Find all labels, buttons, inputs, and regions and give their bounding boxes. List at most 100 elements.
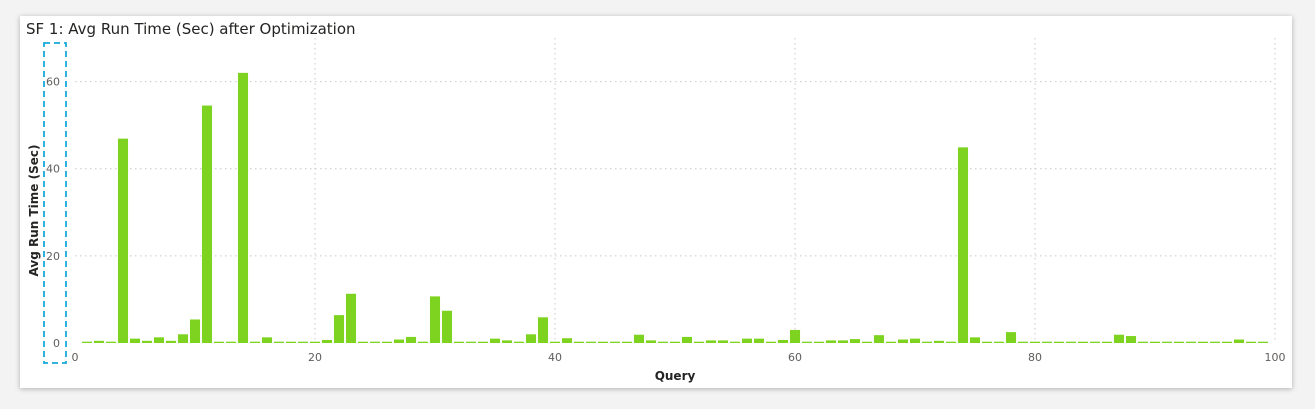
bar-query-70[interactable] [909, 338, 921, 343]
bar-query-83[interactable] [1065, 341, 1077, 343]
bar-query-1[interactable] [81, 341, 93, 343]
bar-query-51[interactable] [681, 336, 693, 343]
bar-query-48[interactable] [645, 340, 657, 343]
bar-query-99[interactable] [1257, 341, 1269, 343]
bar-query-69[interactable] [897, 339, 909, 343]
bar-query-52[interactable] [693, 341, 705, 343]
bar-query-89[interactable] [1137, 341, 1149, 343]
bar-query-74[interactable] [957, 147, 969, 343]
bar-query-72[interactable] [933, 340, 945, 343]
x-axis-ticks: 0 20 40 60 80 100 [72, 351, 1286, 364]
bar-query-65[interactable] [849, 339, 861, 343]
bar-query-56[interactable] [741, 338, 753, 343]
bar-query-68[interactable] [885, 341, 897, 343]
bar-query-84[interactable] [1077, 341, 1089, 343]
bar-query-75[interactable] [969, 337, 981, 343]
bar-query-94[interactable] [1197, 341, 1209, 343]
bar-query-63[interactable] [825, 340, 837, 343]
bar-query-50[interactable] [669, 341, 681, 343]
bar-query-45[interactable] [609, 341, 621, 343]
bar-query-41[interactable] [561, 338, 573, 343]
bar-query-23[interactable] [345, 293, 357, 343]
bar-query-6[interactable] [141, 340, 153, 343]
bar-query-78[interactable] [1005, 332, 1017, 343]
bar-query-42[interactable] [573, 341, 585, 343]
bar-query-80[interactable] [1029, 341, 1041, 343]
bar-query-55[interactable] [729, 341, 741, 343]
bar-query-87[interactable] [1113, 334, 1125, 343]
bar-query-29[interactable] [417, 341, 429, 343]
bar-query-92[interactable] [1173, 341, 1185, 343]
bar-query-37[interactable] [513, 341, 525, 343]
bar-query-4[interactable] [117, 138, 129, 343]
bar-query-93[interactable] [1185, 341, 1197, 343]
bar-query-16[interactable] [261, 337, 273, 343]
bar-query-8[interactable] [165, 340, 177, 343]
bar-query-5[interactable] [129, 338, 141, 343]
bar-query-10[interactable] [189, 319, 201, 343]
bar-query-38[interactable] [525, 334, 537, 343]
bar-query-49[interactable] [657, 341, 669, 343]
bar-query-81[interactable] [1041, 341, 1053, 343]
bar-query-62[interactable] [813, 341, 825, 343]
bar-query-77[interactable] [993, 341, 1005, 343]
bar-query-12[interactable] [213, 341, 225, 343]
bar-query-76[interactable] [981, 341, 993, 343]
bar-query-71[interactable] [921, 341, 933, 343]
bar-query-88[interactable] [1125, 336, 1137, 343]
bar-query-85[interactable] [1089, 341, 1101, 343]
bar-query-40[interactable] [549, 341, 561, 343]
bar-query-7[interactable] [153, 337, 165, 343]
bar-query-61[interactable] [801, 341, 813, 343]
bar-query-22[interactable] [333, 315, 345, 343]
bar-query-35[interactable] [489, 338, 501, 343]
bar-query-59[interactable] [777, 339, 789, 343]
bar-query-60[interactable] [789, 329, 801, 343]
bar-query-20[interactable] [309, 341, 321, 343]
bar-query-64[interactable] [837, 340, 849, 343]
bar-query-13[interactable] [225, 341, 237, 343]
bar-query-90[interactable] [1149, 341, 1161, 343]
bar-query-14[interactable] [237, 72, 249, 343]
bar-query-58[interactable] [765, 341, 777, 343]
bar-query-95[interactable] [1209, 341, 1221, 343]
bar-query-53[interactable] [705, 340, 717, 343]
bar-query-36[interactable] [501, 340, 513, 343]
bar-query-27[interactable] [393, 339, 405, 343]
bar-query-32[interactable] [453, 341, 465, 343]
bar-query-21[interactable] [321, 339, 333, 343]
bar-query-96[interactable] [1221, 341, 1233, 343]
bar-query-26[interactable] [381, 341, 393, 343]
bar-query-39[interactable] [537, 317, 549, 343]
bar-query-82[interactable] [1053, 341, 1065, 343]
bar-query-54[interactable] [717, 340, 729, 343]
bar-query-98[interactable] [1245, 341, 1257, 343]
bar-query-86[interactable] [1101, 341, 1113, 343]
bar-query-9[interactable] [177, 334, 189, 343]
bar-query-44[interactable] [597, 341, 609, 343]
bar-query-47[interactable] [633, 334, 645, 343]
bar-query-15[interactable] [249, 341, 261, 343]
bar-query-24[interactable] [357, 341, 369, 343]
bar-query-91[interactable] [1161, 341, 1173, 343]
bar-query-79[interactable] [1017, 341, 1029, 343]
bar-query-18[interactable] [285, 341, 297, 343]
bar-query-11[interactable] [201, 105, 213, 344]
bar-query-43[interactable] [585, 341, 597, 343]
bar-query-25[interactable] [369, 341, 381, 343]
bar-query-46[interactable] [621, 341, 633, 343]
bar-query-3[interactable] [105, 341, 117, 343]
bar-query-28[interactable] [405, 336, 417, 343]
bar-query-57[interactable] [753, 338, 765, 343]
bar-query-17[interactable] [273, 341, 285, 343]
bar-query-73[interactable] [945, 341, 957, 343]
bar-query-33[interactable] [465, 341, 477, 343]
bar-query-31[interactable] [441, 310, 453, 343]
bar-query-97[interactable] [1233, 339, 1245, 343]
bar-query-67[interactable] [873, 335, 885, 343]
bar-query-30[interactable] [429, 296, 441, 343]
bar-query-2[interactable] [93, 340, 105, 343]
bar-query-66[interactable] [861, 341, 873, 343]
bar-query-34[interactable] [477, 341, 489, 343]
bar-query-19[interactable] [297, 341, 309, 343]
